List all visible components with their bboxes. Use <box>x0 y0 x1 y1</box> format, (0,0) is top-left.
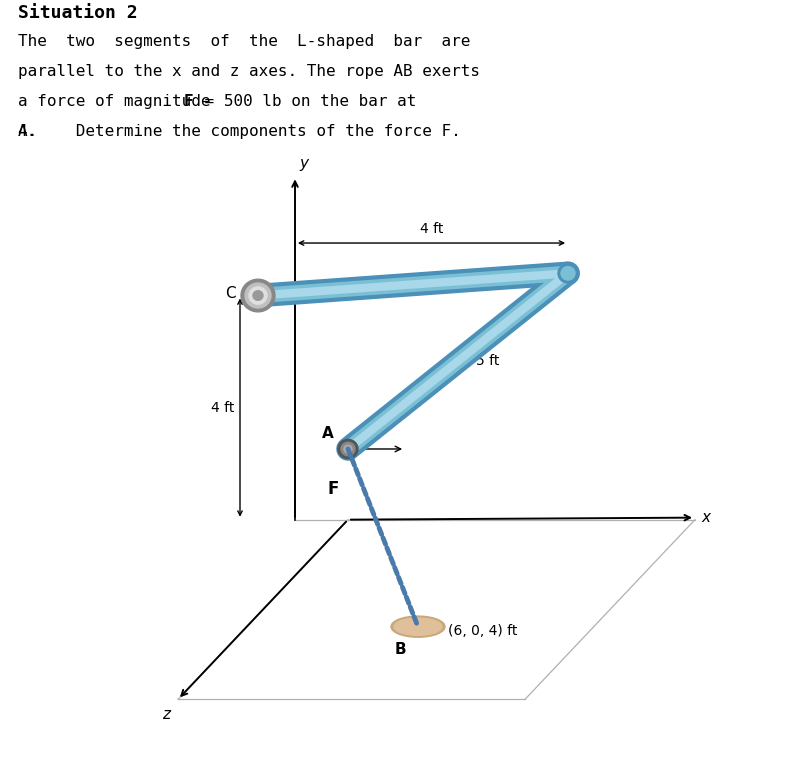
Circle shape <box>253 291 263 300</box>
Text: = 500 lb on the bar at: = 500 lb on the bar at <box>195 94 417 109</box>
Circle shape <box>561 266 575 280</box>
Circle shape <box>245 283 271 308</box>
Circle shape <box>344 445 352 453</box>
Text: 5 ft: 5 ft <box>476 354 499 368</box>
Circle shape <box>338 439 358 458</box>
Circle shape <box>558 263 578 283</box>
Circle shape <box>249 287 267 304</box>
Text: z: z <box>162 707 170 722</box>
Text: Situation 2: Situation 2 <box>18 5 138 22</box>
Text: B: B <box>394 642 406 657</box>
Text: F: F <box>184 94 194 109</box>
Text: a force of magnitude: a force of magnitude <box>18 94 220 109</box>
Text: 4.    Determine the components of the force F.: 4. Determine the components of the force… <box>18 124 460 139</box>
Text: y: y <box>299 156 308 170</box>
Text: 4 ft: 4 ft <box>420 222 443 237</box>
Ellipse shape <box>394 618 442 635</box>
Text: A.: A. <box>18 124 37 138</box>
Text: 4 ft: 4 ft <box>210 401 234 415</box>
Text: parallel to the x and z axes. The rope AB exerts: parallel to the x and z axes. The rope A… <box>18 64 480 79</box>
Text: F: F <box>327 481 338 498</box>
Text: C: C <box>226 286 236 301</box>
Circle shape <box>341 442 355 455</box>
Text: The  two  segments  of  the  L-shaped  bar  are: The two segments of the L-shaped bar are <box>18 34 470 49</box>
Text: A: A <box>322 426 334 442</box>
Ellipse shape <box>391 616 445 637</box>
Circle shape <box>241 280 275 312</box>
Text: (6, 0, 4) ft: (6, 0, 4) ft <box>448 624 518 637</box>
Text: x: x <box>701 510 710 525</box>
